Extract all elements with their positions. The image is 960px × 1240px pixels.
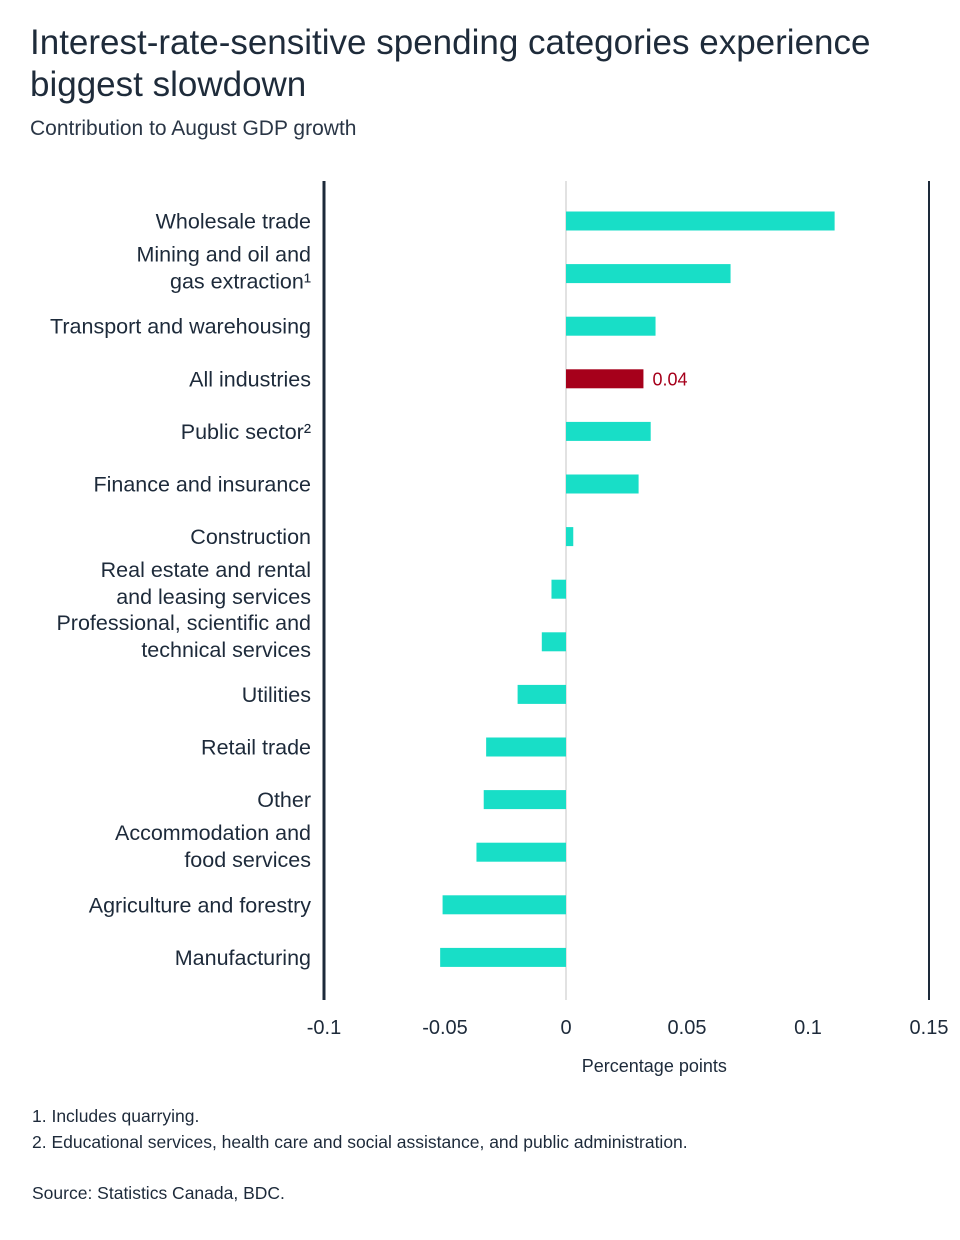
x-tick-label-0: -0.1 xyxy=(307,1017,341,1039)
category-label-14: Manufacturing xyxy=(175,946,311,970)
category-label-5: Finance and insurance xyxy=(93,473,311,497)
bar-14 xyxy=(440,947,566,967)
bar-10 xyxy=(486,737,566,757)
chart-title: Interest-rate-sensitive spending categor… xyxy=(30,23,871,104)
footnotes: 1. Includes quarrying. 2. Educational se… xyxy=(32,1103,688,1155)
bar-0 xyxy=(566,211,835,231)
category-label-10: Retail trade xyxy=(201,736,311,760)
bar-13 xyxy=(442,895,566,915)
category-label-7: Real estate and rental and leasing servic… xyxy=(101,558,311,609)
bar-7 xyxy=(551,579,566,599)
bar-3 xyxy=(566,369,644,389)
bar-8 xyxy=(541,632,566,652)
x-tick-label-4: 0.1 xyxy=(794,1017,822,1039)
bar-chart: Wholesale trade Mining and oil and gas ext… xyxy=(50,181,949,1076)
chart-subtitle: Contribution to August GDP growth xyxy=(30,117,357,140)
bar-5 xyxy=(566,474,639,494)
category-label-2: Transport and warehousing xyxy=(50,315,311,339)
x-tick-label-2: 0 xyxy=(560,1017,571,1039)
x-tick-label-1: -0.05 xyxy=(422,1017,468,1039)
category-label-8: Professional, scientific and technical se… xyxy=(56,611,311,662)
bar-9 xyxy=(517,684,566,704)
category-label-11: Other xyxy=(257,788,311,812)
footnote-1: 1. Includes quarrying. xyxy=(32,1106,200,1126)
category-label-9: Utilities xyxy=(242,683,311,707)
x-tick-label-5: 0.15 xyxy=(910,1017,949,1039)
data-label-3: 0.04 xyxy=(652,369,687,389)
bar-11 xyxy=(483,790,566,810)
category-label-13: Agriculture and forestry xyxy=(89,893,312,917)
category-label-1: Mining and oil and gas extraction¹ xyxy=(136,243,311,294)
bar-6 xyxy=(566,527,574,547)
category-label-6: Construction xyxy=(190,525,311,549)
x-axis-label: Percentage points xyxy=(582,1056,727,1076)
category-label-3: All industries xyxy=(189,367,311,391)
category-label-12: Accommodation and food services xyxy=(115,821,311,872)
x-tick-label-3: 0.05 xyxy=(668,1017,707,1039)
source-note: Source: Statistics Canada, BDC. xyxy=(32,1183,285,1203)
bar-4 xyxy=(566,421,651,441)
category-label-4: Public sector² xyxy=(181,420,311,444)
bar-1 xyxy=(566,264,731,284)
bar-12 xyxy=(476,842,566,862)
footnote-2: 2. Educational services, health care and… xyxy=(32,1132,688,1152)
bar-2 xyxy=(566,316,656,336)
category-label-0: Wholesale trade xyxy=(156,210,311,234)
